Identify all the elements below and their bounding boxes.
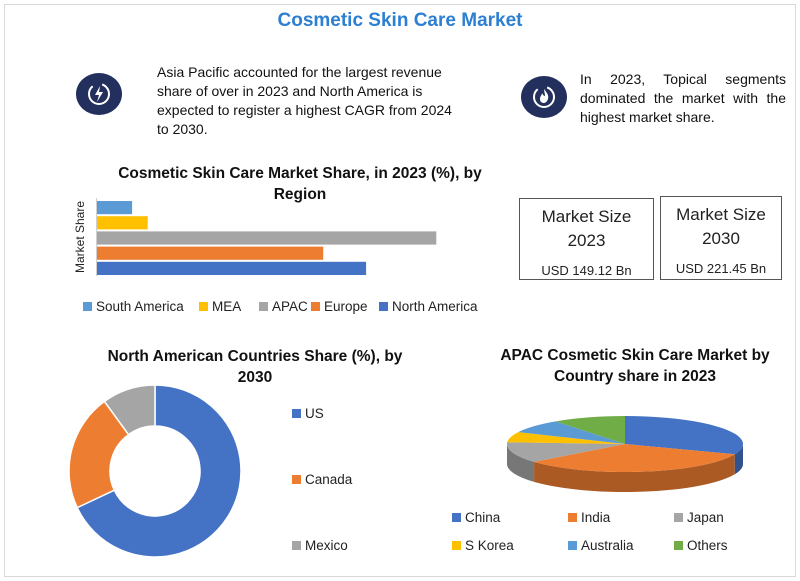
stat-label-text: Market Size 2023 — [542, 207, 632, 250]
stat-box-2023: Market Size 2023 USD 149.12 Bn — [519, 198, 654, 280]
legend-swatch — [292, 475, 301, 484]
pie-slice-others — [555, 416, 625, 444]
legend-item-japan: Japan — [674, 510, 724, 525]
stat-box-value: USD 149.12 Bn — [541, 263, 632, 278]
legend-swatch — [674, 541, 683, 550]
legend-swatch — [259, 302, 268, 311]
legend-item-north-america: North America — [379, 299, 478, 314]
pie-side-japan — [507, 444, 535, 482]
pie-chart-legend: China India Japan S Korea Australia Others — [452, 510, 782, 566]
lightning-bolt-icon — [76, 73, 122, 115]
legend-label: North America — [392, 299, 478, 314]
bar-chart-legend: South America MEA APAC Europe North America — [83, 299, 503, 317]
legend-item-canada: Canada — [292, 472, 352, 487]
legend-item-china: China — [452, 510, 500, 525]
pie-side-india — [534, 454, 735, 492]
legend-item-others: Others — [674, 538, 728, 553]
bar-south-america — [97, 201, 133, 215]
legend-item-mexico: Mexico — [292, 538, 348, 553]
pie-slice-s-korea — [507, 432, 625, 444]
stat-label-line: Market Size — [676, 205, 766, 224]
pie-side-walls — [507, 444, 743, 492]
legend-label: Japan — [687, 510, 724, 525]
stat-box-label: Market Size 2030 — [661, 203, 781, 251]
pie-slice-india — [534, 444, 735, 472]
stat-label-year: 2030 — [702, 229, 740, 248]
legend-swatch — [452, 513, 461, 522]
legend-swatch — [452, 541, 461, 550]
pie-slice-china — [625, 416, 743, 455]
legend-item-us: US — [292, 406, 324, 421]
legend-label: MEA — [212, 299, 242, 314]
legend-label: South America — [96, 299, 184, 314]
legend-item-mea: MEA — [199, 299, 241, 314]
legend-swatch — [199, 302, 208, 311]
pie-side-china — [734, 444, 743, 475]
pie-chart-title: APAC Cosmetic Skin Care Market by Countr… — [500, 347, 770, 385]
page-title: Cosmetic Skin Care Market — [277, 10, 523, 31]
legend-swatch — [83, 302, 92, 311]
bar-chart-ylabel: Market Share — [73, 200, 87, 274]
bar-chart-title: Cosmetic Skin Care Market Share, in 2023… — [118, 165, 482, 203]
legend-swatch — [311, 302, 320, 311]
legend-item-s-korea: S Korea — [452, 538, 514, 553]
legend-label: Mexico — [305, 538, 348, 553]
legend-swatch — [379, 302, 388, 311]
bar-mea — [97, 216, 148, 230]
legend-label: China — [465, 510, 501, 525]
bar-chart — [96, 198, 437, 276]
info-left-text: Asia Pacific accounted for the largest r… — [157, 64, 452, 137]
legend-label: Australia — [581, 538, 634, 553]
legend-label: Europe — [324, 299, 368, 314]
legend-item-europe: Europe — [311, 299, 368, 314]
legend-swatch — [292, 541, 301, 550]
donut-slice-us — [76, 385, 242, 557]
legend-label: Canada — [305, 472, 353, 487]
legend-label: Others — [687, 538, 728, 553]
legend-swatch — [674, 513, 683, 522]
legend-item-australia: Australia — [568, 538, 634, 553]
legend-swatch — [568, 513, 577, 522]
bar-north-america — [97, 261, 367, 275]
pie-slice-australia — [518, 421, 625, 444]
donut-chart-legend: US Canada Mexico — [292, 400, 392, 560]
stat-box-value: USD 221.45 Bn — [675, 261, 767, 276]
flame-icon — [521, 76, 567, 118]
donut-slice-mexico — [103, 385, 156, 436]
legend-item-south-america: South America — [83, 299, 184, 314]
legend-item-apac: APAC — [259, 299, 308, 314]
pie-chart — [507, 416, 743, 492]
stat-label-line: Market Size — [541, 207, 632, 226]
legend-label: India — [581, 510, 611, 525]
bar-apac — [97, 231, 437, 245]
pie-slice-japan — [507, 442, 625, 462]
legend-swatch — [292, 409, 301, 418]
legend-label: APAC — [272, 299, 308, 314]
bar-europe — [97, 246, 324, 260]
legend-label: S Korea — [465, 538, 514, 553]
info-right-text: In 2023, Topical segments dominated the … — [580, 71, 786, 125]
infographic-frame — [4, 4, 796, 577]
stat-label-text: Market Size 2030 — [676, 205, 766, 248]
stat-label-year: 2023 — [567, 231, 606, 250]
donut-chart — [68, 385, 242, 557]
legend-label: US — [305, 406, 324, 421]
donut-chart-title: North American Countries Share (%), by 2… — [107, 348, 403, 386]
stat-box-2030: Market Size 2030 USD 221.45 Bn — [660, 196, 782, 280]
legend-item-india: India — [568, 510, 610, 525]
legend-swatch — [568, 541, 577, 550]
stat-box-label: Market Size 2023 — [520, 205, 653, 253]
